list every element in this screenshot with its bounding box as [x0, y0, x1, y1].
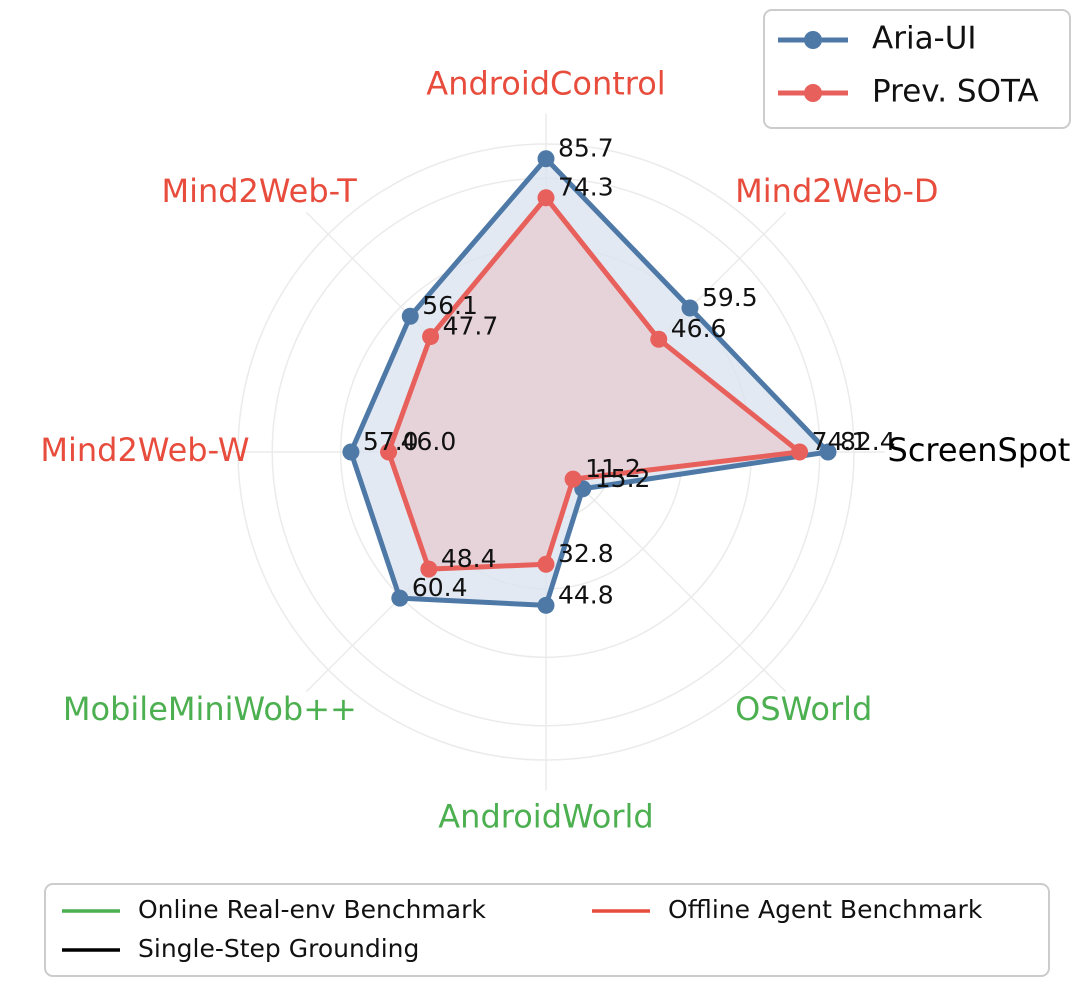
data-point-prev-sota-screenspot	[791, 443, 809, 461]
axis-label-androidworld: AndroidWorld	[438, 798, 653, 836]
data-point-prev-sota-mind2web-t	[422, 328, 440, 346]
legend-label-offline-agent-benchmark: Offline Agent Benchmark	[668, 895, 983, 924]
data-point-prev-sota-mind2web-d	[650, 330, 668, 348]
data-point-prev-sota-androidcontrol	[537, 189, 555, 207]
legend-marker-prev-sota	[804, 84, 822, 102]
data-point-prev-sota-androidworld	[537, 555, 555, 573]
legend-bottom-box	[44, 883, 1050, 977]
value-label-prev-sota-screenspot: 74.1	[812, 427, 868, 456]
value-label-prev-sota-mind2web-w: 46.0	[401, 427, 457, 456]
data-point-aria-ui-androidworld	[537, 596, 555, 614]
axis-label-mind2web-w: Mind2Web-W	[40, 431, 249, 469]
legend-label-aria-ui: Aria-UI	[872, 21, 977, 57]
axis-label-mind2web-d: Mind2Web-D	[735, 172, 938, 210]
radar-series	[342, 150, 837, 614]
data-point-aria-ui-mind2web-w	[342, 443, 360, 461]
data-point-aria-ui-screenspot	[819, 443, 837, 461]
value-label-prev-sota-mobileminiwob: 48.4	[441, 544, 497, 573]
data-point-aria-ui-mobileminiwob	[391, 589, 409, 607]
data-point-aria-ui-mind2web-d	[681, 299, 699, 317]
value-label-aria-ui-mobileminiwob: 60.4	[412, 573, 468, 602]
legend-label-single-step-grounding: Single-Step Grounding	[138, 934, 419, 963]
value-label-prev-sota-mind2web-d: 46.6	[671, 314, 727, 343]
series-area-prev-sota	[388, 197, 800, 570]
data-point-prev-sota-mind2web-w	[380, 443, 398, 461]
value-label-aria-ui-mind2web-w: 57.0	[363, 427, 419, 456]
axis-label-mind2web-t: Mind2Web-T	[161, 172, 357, 210]
value-label-prev-sota-androidcontrol: 74.3	[558, 173, 614, 202]
legend-top: Aria-UI Prev. SOTA	[763, 9, 1071, 129]
value-label-aria-ui-screenspot: 82.4	[840, 427, 896, 456]
value-label-prev-sota-androidworld: 32.8	[558, 539, 614, 568]
value-label-aria-ui-androidworld: 44.8	[558, 580, 614, 609]
axis-label-screenspot: ScreenSpot	[888, 431, 1071, 469]
value-label-aria-ui-androidcontrol: 85.7	[558, 134, 614, 163]
data-point-aria-ui-mind2web-t	[401, 307, 419, 325]
value-label-aria-ui-osworld: 15.2	[595, 464, 651, 493]
axis-label-androidcontrol: AndroidControl	[426, 64, 665, 102]
legend-label-prev-sota: Prev. SOTA	[872, 74, 1039, 110]
legend-label-online-real-env-benchmark: Online Real-env Benchmark	[138, 895, 486, 924]
data-point-aria-ui-androidcontrol	[537, 150, 555, 168]
axis-label-mobileminiwob: MobileMiniWob++	[63, 690, 357, 728]
value-label-prev-sota-osworld: 11.2	[585, 454, 641, 483]
radar-labels: 82.4 59.5 85.7 56.1 57.0 60.4 44.8 15.2 74.1 46.6…	[40, 64, 1070, 835]
axis-label-osworld: OSWorld	[735, 690, 872, 728]
data-point-prev-sota-osworld	[564, 470, 582, 488]
value-label-aria-ui-mind2web-t: 56.1	[422, 291, 478, 320]
value-label-prev-sota-mind2web-t: 47.7	[443, 312, 499, 341]
value-label-aria-ui-mind2web-d: 59.5	[702, 283, 758, 312]
legend-bottom: Online Real-env Benchmark Offline Agent B…	[44, 883, 1050, 977]
legend-marker-aria-ui	[804, 31, 822, 49]
data-point-prev-sota-mobileminiwob	[420, 560, 438, 578]
